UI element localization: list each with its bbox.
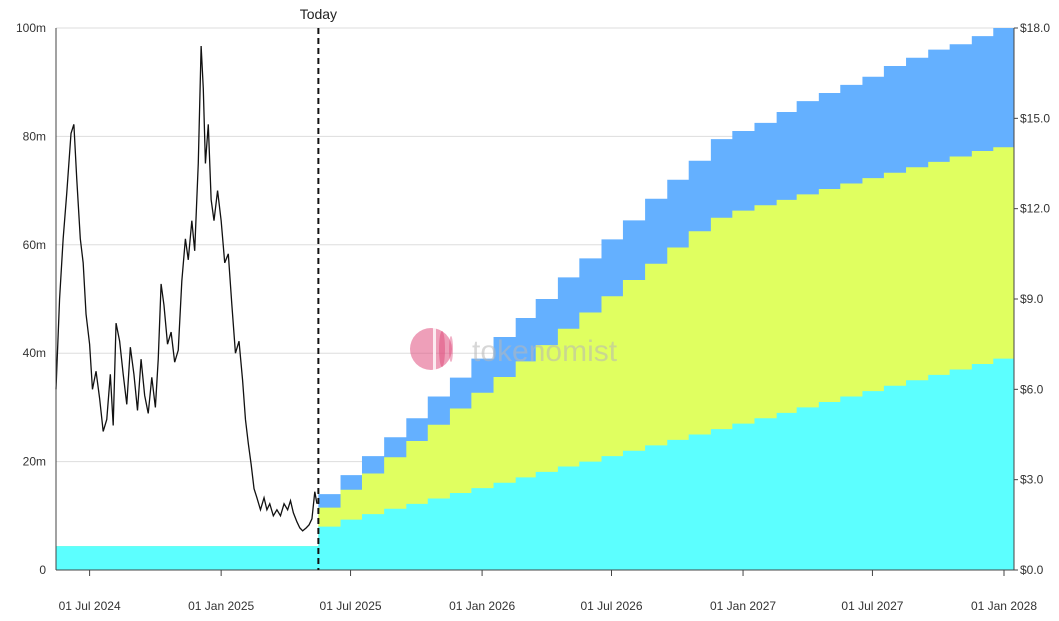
x-tick-label: 01 Jan 2028 — [971, 599, 1037, 613]
left-tick-label: 20m — [23, 455, 46, 469]
x-tick-label: 01 Jul 2025 — [320, 599, 382, 613]
x-tick-label: 01 Jan 2025 — [188, 599, 254, 613]
right-tick-label: $18.0 — [1020, 21, 1050, 35]
today-marker: Today — [300, 6, 337, 570]
right-tick-label: $6.0 — [1020, 382, 1044, 396]
unlock-areas — [56, 28, 1014, 571]
watermark: tokenomist — [410, 328, 618, 370]
left-tick-label: 80m — [23, 129, 46, 143]
right-tick-label: $9.0 — [1020, 292, 1044, 306]
right-tick-label: $15.0 — [1020, 111, 1050, 125]
price-series-line — [55, 46, 318, 532]
axes: 0 20m 40m 60m 80m 100m $0.0 $3.0 $6.0 $9.0 $12.0 $1… — [16, 21, 1050, 613]
left-tick-label: 40m — [23, 346, 46, 360]
x-tick-label: 01 Jan 2026 — [449, 599, 515, 613]
left-tick-label: 0 — [39, 563, 46, 577]
right-tick-label: $3.0 — [1020, 473, 1044, 487]
x-tick-label: 01 Jul 2027 — [841, 599, 903, 613]
unlock-area-1 — [56, 353, 1014, 570]
today-label: Today — [300, 6, 337, 22]
x-tick-label: 01 Jan 2027 — [710, 599, 776, 613]
left-tick-label: 100m — [16, 21, 46, 35]
right-tick-label: $12.0 — [1020, 202, 1050, 216]
left-tick-label: 60m — [23, 238, 46, 252]
price-line — [55, 46, 318, 532]
watermark-text: tokenomist — [472, 335, 618, 368]
x-tick-label: 01 Jul 2024 — [59, 599, 121, 613]
tokenomist-logo-icon — [410, 328, 453, 370]
right-tick-label: $0.0 — [1020, 563, 1044, 577]
x-tick-label: 01 Jul 2026 — [580, 599, 642, 613]
